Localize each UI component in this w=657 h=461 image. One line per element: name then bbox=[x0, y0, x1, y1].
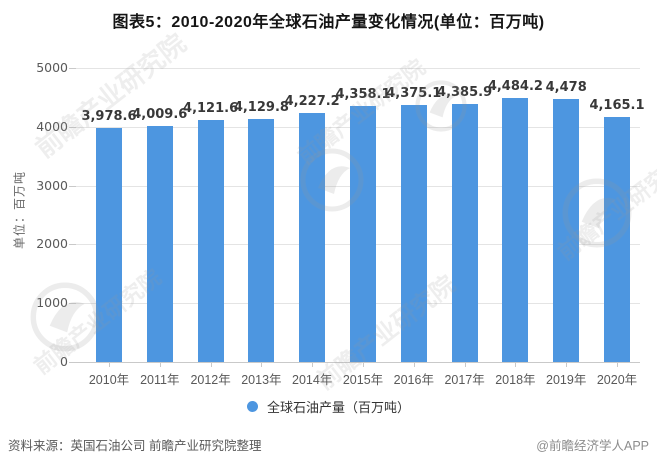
x-tick-mark bbox=[210, 362, 212, 367]
y-tick-mark bbox=[69, 68, 76, 69]
x-category-label: 2011年 bbox=[140, 373, 180, 387]
chart-title: 图表5：2010-2020年全球石油产量变化情况(单位：百万吨) bbox=[112, 14, 545, 31]
bar-value-label: 4,227.2 bbox=[284, 94, 340, 110]
y-tick-mark bbox=[69, 244, 76, 246]
bar-value-label: 4,121.6 bbox=[183, 100, 239, 116]
x-tick-mark bbox=[363, 362, 364, 367]
x-category-label: 2017年 bbox=[444, 373, 485, 387]
y-tick-label: 2000 bbox=[36, 236, 68, 252]
y-tick-mark bbox=[69, 362, 76, 363]
y-tick-mark bbox=[69, 185, 76, 187]
x-category-label: 2016年 bbox=[393, 373, 434, 387]
bar-value-label: 4,358.1 bbox=[335, 86, 391, 102]
bar-2010年 bbox=[96, 128, 122, 362]
x-category-label: 2019年 bbox=[546, 373, 587, 387]
bar-2012年 bbox=[197, 119, 224, 362]
x-category-label: 2010年 bbox=[88, 373, 130, 387]
bar-value-label: 4,484.2 bbox=[487, 79, 543, 95]
x-tick-mark bbox=[515, 362, 517, 367]
bar-value-label: 4,478 bbox=[545, 79, 587, 95]
x-tick-mark bbox=[109, 362, 110, 367]
bar-2015年 bbox=[350, 105, 376, 362]
x-tick-mark bbox=[617, 362, 618, 367]
x-tick-mark bbox=[159, 362, 161, 367]
y-tick-label: 4000 bbox=[36, 118, 68, 134]
x-tick-mark bbox=[566, 362, 568, 367]
x-axis-line bbox=[76, 362, 640, 363]
y-tick-label: 3000 bbox=[36, 177, 68, 193]
x-category-label: 2012年 bbox=[190, 373, 231, 387]
brand-handle: @前瞻经济学人APP bbox=[536, 439, 649, 453]
footer: 资料来源：英国石油公司 前瞻产业研究院整理 @前瞻经济学人APP bbox=[0, 435, 657, 454]
bar-value-label: 4,165.1 bbox=[589, 98, 645, 114]
source-note: 资料来源：英国石油公司 前瞻产业研究院整理 bbox=[8, 439, 262, 453]
bar-2019年 bbox=[553, 98, 580, 362]
y-tick-label: 1000 bbox=[36, 295, 68, 311]
y-tick-label: 0 bbox=[60, 354, 68, 369]
x-category-label: 2020年 bbox=[596, 373, 638, 387]
bar-2020年 bbox=[604, 117, 630, 362]
bar-2016年 bbox=[400, 104, 427, 362]
bar-value-label: 3,978.6 bbox=[81, 109, 137, 125]
y-tick-mark bbox=[69, 303, 76, 305]
x-tick-mark bbox=[312, 362, 314, 367]
bar-2017年 bbox=[451, 104, 478, 362]
bar-value-label: 4,009.6 bbox=[132, 107, 188, 123]
x-category-label: 2014年 bbox=[292, 373, 333, 387]
bar-2011年 bbox=[146, 126, 173, 362]
x-category-label: 2015年 bbox=[342, 373, 384, 387]
x-category-label: 2018年 bbox=[495, 373, 536, 387]
x-tick-mark bbox=[464, 362, 466, 367]
x-tick-mark bbox=[413, 362, 415, 367]
bar-2013年 bbox=[248, 119, 275, 362]
legend-label: 全球石油产量（百万吨） bbox=[266, 400, 410, 415]
bar-2018年 bbox=[502, 98, 529, 362]
x-category-label: 2013年 bbox=[241, 373, 282, 387]
bar-value-label: 4,375.1 bbox=[386, 85, 442, 101]
bar-value-label: 4,129.8 bbox=[233, 100, 289, 116]
plot-area: 0 1000 2000 3000 4000 5000 3,978.6 2010年 4,009.6… bbox=[36, 60, 644, 387]
legend-marker-dot bbox=[246, 401, 258, 412]
y-tick-label: 5000 bbox=[36, 60, 68, 75]
legend: 全球石油产量（百万吨） bbox=[0, 397, 657, 416]
x-tick-mark bbox=[261, 362, 263, 367]
bar-2014年 bbox=[299, 113, 326, 362]
y-tick-mark bbox=[69, 126, 76, 128]
bar-value-label: 4,385.9 bbox=[437, 85, 493, 101]
gridline bbox=[76, 68, 640, 69]
